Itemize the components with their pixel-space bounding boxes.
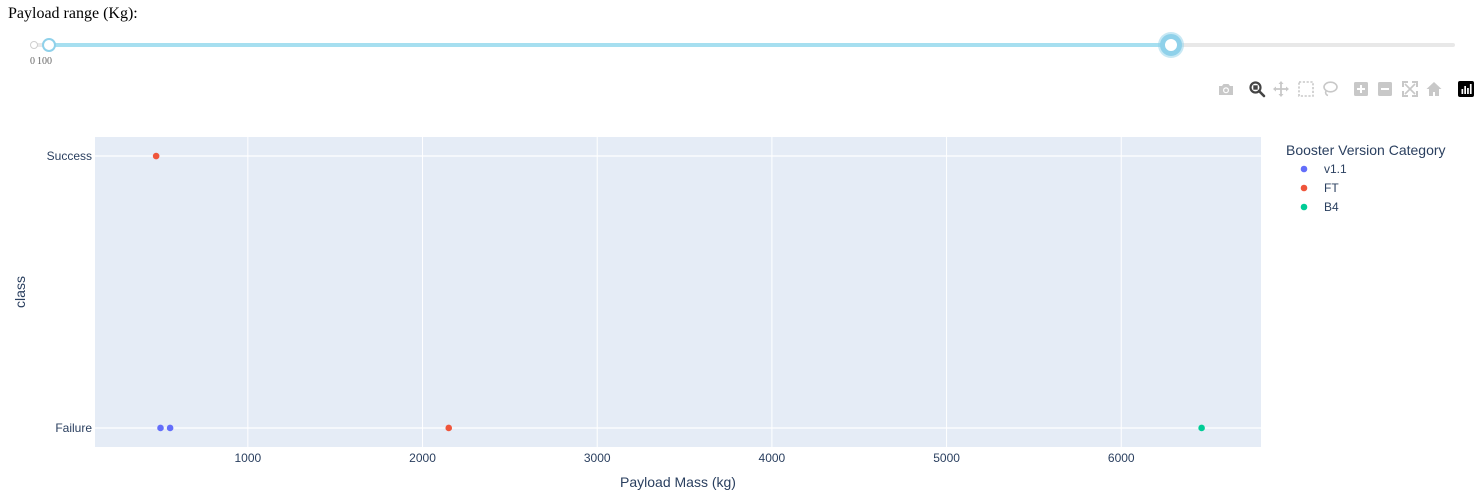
slider-mark-label: 0	[30, 56, 35, 67]
x-gridlines	[247, 137, 1122, 447]
legend: v1.1 FT B4	[1300, 162, 1347, 214]
legend-marker	[1300, 165, 1308, 173]
y-axis-title: class	[12, 276, 28, 308]
autoscale-icon[interactable]	[1400, 79, 1420, 99]
legend-marker	[1300, 203, 1308, 211]
y-tick-labels: Failure Success	[47, 149, 93, 435]
x-tick-label: 4000	[759, 451, 786, 465]
y-tick-label: Success	[47, 149, 92, 163]
legend-item-label: v1.1	[1324, 162, 1347, 176]
x-tick-label: 6000	[1108, 451, 1135, 465]
x-axis-title: Payload Mass (kg)	[620, 474, 736, 490]
data-point	[157, 424, 164, 432]
x-tick-label: 2000	[409, 451, 436, 465]
slider-handle-high[interactable]	[1160, 34, 1182, 56]
y-tick-label: Failure	[55, 421, 92, 435]
camera-icon[interactable]	[1216, 79, 1236, 99]
legend-item-label: FT	[1324, 181, 1339, 195]
slider-min-mark	[30, 41, 38, 49]
data-point	[166, 424, 174, 432]
slider-mark-label: 100	[37, 56, 52, 67]
lasso-icon[interactable]	[1320, 79, 1340, 99]
zoom-in-icon[interactable]	[1351, 79, 1371, 99]
slider-marks: 0 100	[30, 56, 54, 67]
x-tick-label: 3000	[584, 451, 611, 465]
slider-range-fill	[49, 43, 1171, 47]
data-points	[152, 152, 1205, 432]
data-point	[445, 424, 453, 432]
x-tick-labels: 1000 2000 3000 4000 5000 6000	[234, 451, 1134, 465]
plotly-logo-icon[interactable]	[1456, 79, 1476, 99]
slider-handle-low[interactable]	[42, 38, 57, 52]
plot-area[interactable]	[95, 137, 1261, 447]
pan-icon[interactable]	[1271, 79, 1291, 99]
zoom-icon[interactable]	[1247, 79, 1267, 99]
data-point	[1198, 424, 1205, 432]
x-tick-label: 5000	[933, 451, 960, 465]
y-gridlines	[95, 155, 1261, 429]
zoom-out-icon[interactable]	[1375, 79, 1395, 99]
legend-item-label: B4	[1324, 200, 1339, 214]
x-tick-label: 1000	[234, 451, 261, 465]
box-select-icon[interactable]	[1296, 79, 1316, 99]
legend-marker	[1300, 184, 1308, 192]
home-icon[interactable]	[1424, 79, 1444, 99]
slider-label: Payload range (Kg):	[8, 5, 138, 22]
legend-title: Booster Version Category	[1286, 142, 1446, 158]
data-point	[152, 152, 160, 160]
